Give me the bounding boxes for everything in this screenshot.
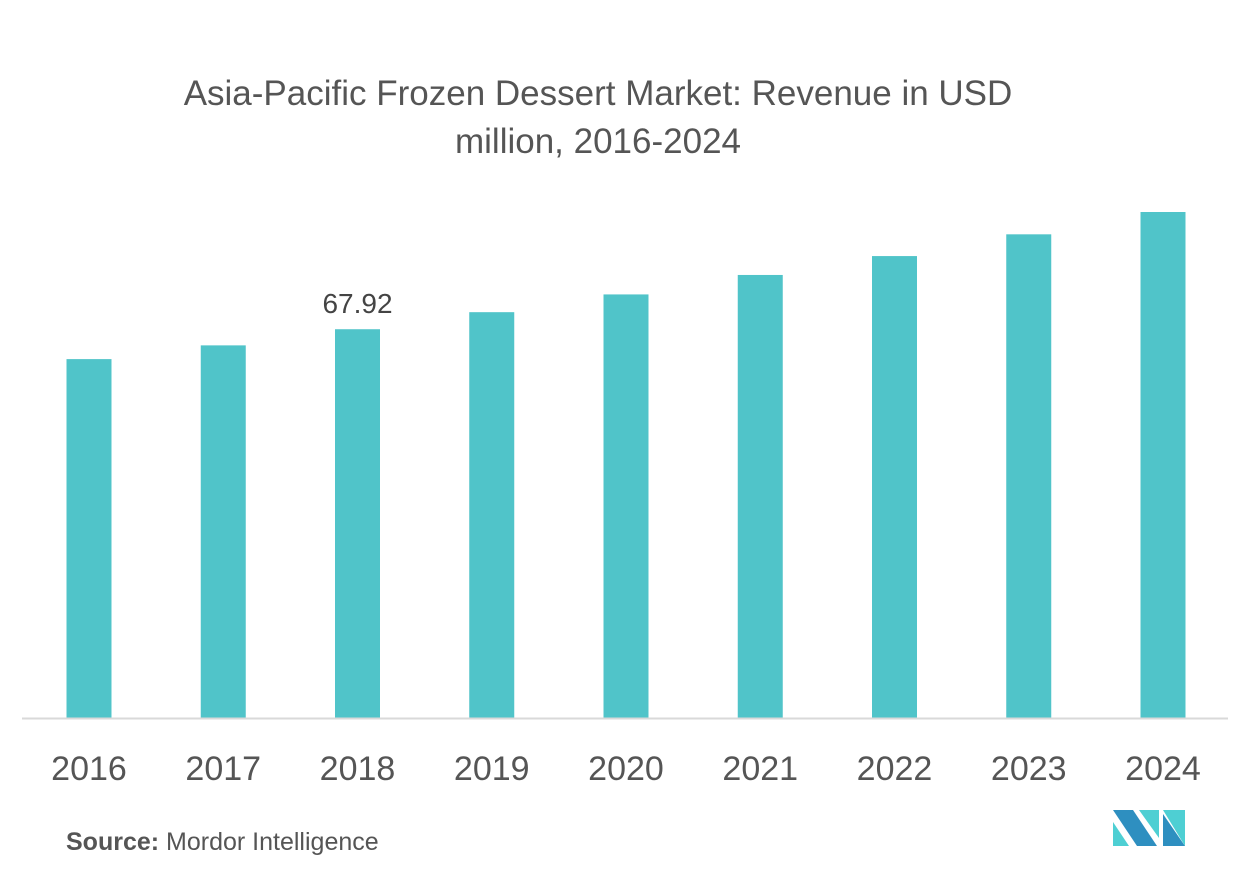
bar-2023 [1006,234,1052,718]
bar-2020 [603,294,649,718]
data-label-2018: 67.92 [322,288,392,319]
source-text: Mordor Intelligence [166,828,379,856]
x-tick-label-2016: 2016 [51,750,127,788]
x-tick-label-2020: 2020 [588,750,664,788]
source-note: Source: Mordor Intelligence [66,828,379,857]
chart-title: Asia-Pacific Frozen Dessert Market: Reve… [0,70,1196,166]
x-tick-label-2021: 2021 [722,750,798,788]
x-tick-label-2023: 2023 [991,750,1067,788]
bar-2022 [872,256,917,718]
bar-2017 [200,345,246,718]
x-tick-label-2017: 2017 [185,750,261,788]
bar-2018 [335,329,380,718]
bar-2024 [1140,212,1186,718]
x-tick-label-2022: 2022 [857,750,933,788]
bar-2016 [66,359,112,718]
x-tick-label-2024: 2024 [1125,750,1201,788]
mordor-intelligence-logo-icon [1113,810,1185,846]
source-label: Source: [66,828,160,856]
chart-title-line-2: million, 2016-2024 [454,122,741,161]
bar-2021 [737,274,783,718]
bar-2019 [469,312,515,718]
x-tick-label-2018: 2018 [320,750,396,788]
x-tick-label-2019: 2019 [454,750,530,788]
chart-title-line-1: Asia-Pacific Frozen Dessert Market: Reve… [183,74,1013,113]
